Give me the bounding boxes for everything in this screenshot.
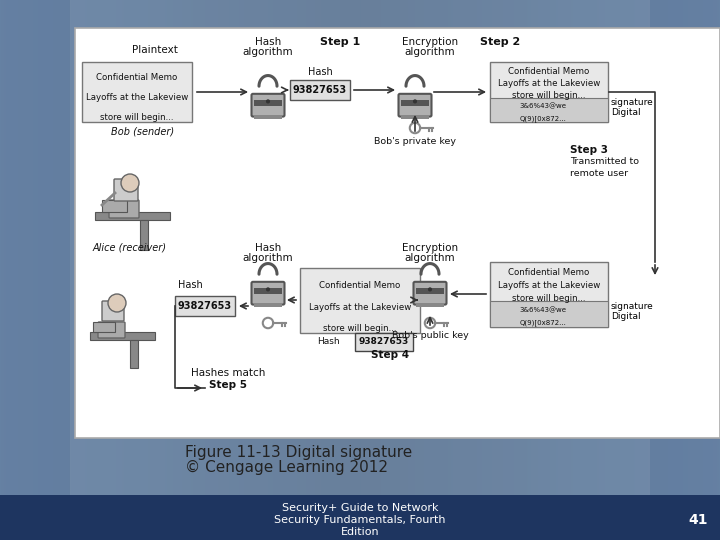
Text: Hash: Hash xyxy=(318,338,340,347)
Text: 93827653: 93827653 xyxy=(293,85,347,95)
Text: Confidential Memo: Confidential Memo xyxy=(320,281,400,290)
Text: Digital: Digital xyxy=(611,312,641,321)
Text: Alice (receiver): Alice (receiver) xyxy=(93,243,167,253)
Text: Hash: Hash xyxy=(307,67,333,77)
Text: 93827653: 93827653 xyxy=(178,301,232,311)
Bar xyxy=(254,288,282,294)
Text: Q(9)[0x872...: Q(9)[0x872... xyxy=(520,320,567,327)
Bar xyxy=(254,100,282,106)
Text: store will begin...: store will begin... xyxy=(512,294,586,303)
Text: store will begin...: store will begin... xyxy=(100,113,174,123)
Text: Digital: Digital xyxy=(611,108,641,117)
Text: Security+ Guide to Network: Security+ Guide to Network xyxy=(282,503,438,512)
FancyBboxPatch shape xyxy=(413,282,446,305)
Bar xyxy=(0,495,720,540)
Bar xyxy=(175,296,235,316)
Text: Edition: Edition xyxy=(341,527,379,537)
Bar xyxy=(102,200,127,212)
Text: signature: signature xyxy=(611,302,654,310)
FancyBboxPatch shape xyxy=(416,303,444,307)
Bar xyxy=(416,288,444,294)
Text: store will begin...: store will begin... xyxy=(323,324,397,333)
Circle shape xyxy=(428,287,432,292)
FancyBboxPatch shape xyxy=(102,301,124,321)
FancyBboxPatch shape xyxy=(490,262,608,327)
Bar xyxy=(140,220,148,250)
Bar xyxy=(490,98,608,122)
FancyBboxPatch shape xyxy=(98,322,125,338)
Bar xyxy=(95,212,170,220)
Text: Confidential Memo: Confidential Memo xyxy=(508,67,590,76)
Circle shape xyxy=(413,99,417,104)
FancyBboxPatch shape xyxy=(254,115,282,119)
Text: Transmitted to: Transmitted to xyxy=(570,158,639,166)
Text: algorithm: algorithm xyxy=(243,253,293,263)
Text: Step 3: Step 3 xyxy=(570,145,608,155)
FancyBboxPatch shape xyxy=(75,28,720,438)
Circle shape xyxy=(121,174,139,192)
Text: Bob's public key: Bob's public key xyxy=(392,332,469,341)
Circle shape xyxy=(108,294,126,312)
FancyBboxPatch shape xyxy=(254,303,282,307)
FancyBboxPatch shape xyxy=(398,94,431,117)
Text: © Cengage Learning 2012: © Cengage Learning 2012 xyxy=(185,460,388,475)
FancyBboxPatch shape xyxy=(401,115,429,119)
FancyBboxPatch shape xyxy=(109,200,139,218)
FancyBboxPatch shape xyxy=(300,268,420,333)
FancyBboxPatch shape xyxy=(251,94,284,117)
Bar xyxy=(401,100,429,106)
Text: Hash: Hash xyxy=(178,280,203,290)
Bar xyxy=(490,301,608,327)
Text: Step 1: Step 1 xyxy=(320,37,360,47)
Bar xyxy=(650,0,720,540)
Text: Bob's private key: Bob's private key xyxy=(374,137,456,145)
Text: algorithm: algorithm xyxy=(405,47,455,57)
Text: Confidential Memo: Confidential Memo xyxy=(96,73,178,83)
Text: Layoffs at the Lakeview: Layoffs at the Lakeview xyxy=(309,302,411,312)
Text: 93827653: 93827653 xyxy=(359,338,409,347)
Text: Hash: Hash xyxy=(255,37,281,47)
Text: store will begin...: store will begin... xyxy=(512,91,586,100)
Text: Figure 11-13 Digital signature: Figure 11-13 Digital signature xyxy=(185,444,413,460)
Text: Plaintext: Plaintext xyxy=(132,45,178,55)
Text: signature: signature xyxy=(611,98,654,107)
Bar xyxy=(0,0,70,540)
Bar xyxy=(93,322,115,332)
Text: 3&6%43@we: 3&6%43@we xyxy=(520,103,567,110)
Text: Q(9)[0x872...: Q(9)[0x872... xyxy=(520,115,567,122)
Text: Encryption: Encryption xyxy=(402,37,458,47)
Text: algorithm: algorithm xyxy=(243,47,293,57)
Circle shape xyxy=(266,287,270,292)
FancyBboxPatch shape xyxy=(490,62,608,122)
Text: 3&6%43@we: 3&6%43@we xyxy=(520,307,567,313)
Text: Confidential Memo: Confidential Memo xyxy=(508,268,590,277)
Text: algorithm: algorithm xyxy=(405,253,455,263)
Text: Encryption: Encryption xyxy=(402,243,458,253)
Bar xyxy=(130,340,138,368)
Bar xyxy=(355,333,413,351)
Bar xyxy=(90,332,155,340)
Circle shape xyxy=(266,99,270,104)
Text: Step 5: Step 5 xyxy=(209,380,247,390)
Text: Step 2: Step 2 xyxy=(480,37,520,47)
FancyBboxPatch shape xyxy=(251,282,284,305)
Text: Security Fundamentals, Fourth: Security Fundamentals, Fourth xyxy=(274,515,446,525)
Bar xyxy=(290,80,350,100)
Text: Layoffs at the Lakeview: Layoffs at the Lakeview xyxy=(498,79,600,88)
Text: Layoffs at the Lakeview: Layoffs at the Lakeview xyxy=(86,93,188,103)
Text: remote user: remote user xyxy=(570,170,628,179)
FancyBboxPatch shape xyxy=(82,62,192,122)
Text: Bob (sender): Bob (sender) xyxy=(112,127,174,137)
FancyBboxPatch shape xyxy=(114,179,138,201)
Text: Step 4: Step 4 xyxy=(371,350,409,360)
Text: Layoffs at the Lakeview: Layoffs at the Lakeview xyxy=(498,281,600,290)
Text: Hash: Hash xyxy=(255,243,281,253)
Text: Hashes match: Hashes match xyxy=(191,368,265,378)
Text: 41: 41 xyxy=(688,513,708,526)
